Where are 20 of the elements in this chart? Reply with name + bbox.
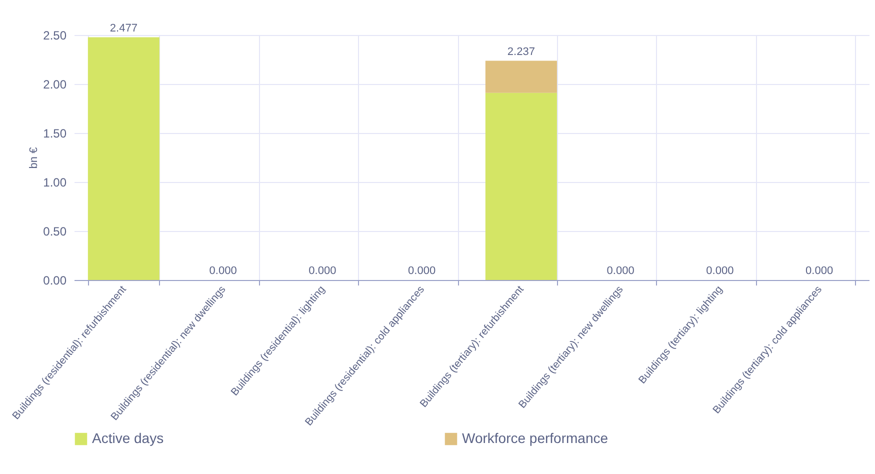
y-tick-label: 1.00 — [43, 176, 67, 190]
y-tick-label: 1.50 — [43, 126, 67, 140]
total-label: 0.000 — [408, 265, 436, 277]
total-label: 0.000 — [706, 265, 734, 277]
legend-label: Active days — [92, 430, 164, 446]
total-label: 0.000 — [308, 265, 336, 277]
y-tick-label: 2.00 — [43, 78, 67, 92]
total-label: 0.000 — [606, 265, 634, 277]
bar — [485, 92, 557, 280]
y-tick-label: 0.50 — [43, 224, 67, 238]
total-label: 2.237 — [507, 46, 535, 58]
total-label: 0.000 — [806, 265, 834, 277]
bar — [88, 37, 160, 280]
y-axis-title: bn € — [28, 147, 40, 169]
y-tick-label: 0.00 — [43, 274, 67, 288]
legend-label: Workforce performance — [462, 430, 608, 446]
total-label: 0.000 — [209, 265, 237, 277]
total-label: 2.477 — [110, 22, 138, 34]
y-tick-label: 2.50 — [43, 28, 67, 42]
bar — [485, 60, 557, 93]
